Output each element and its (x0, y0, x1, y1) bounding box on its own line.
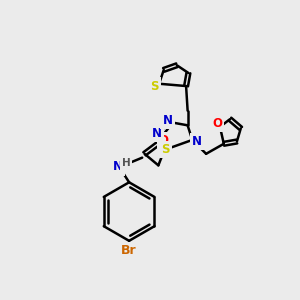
Text: N: N (192, 135, 202, 148)
Text: Br: Br (121, 244, 137, 257)
Text: N: N (163, 114, 172, 127)
Text: S: S (161, 143, 170, 156)
Text: N: N (152, 127, 162, 140)
Text: S: S (150, 80, 159, 92)
Text: O: O (212, 117, 222, 130)
Text: O: O (159, 134, 169, 147)
Text: N: N (112, 160, 123, 173)
Text: H: H (122, 158, 130, 168)
